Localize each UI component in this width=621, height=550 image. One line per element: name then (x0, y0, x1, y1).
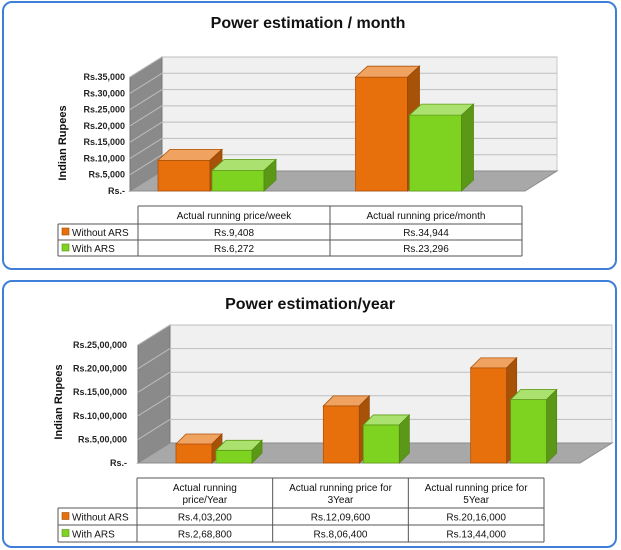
y-tick-label: Rs.25,00,000 (73, 340, 127, 350)
bar-side (546, 388, 558, 464)
bar-front (211, 170, 265, 192)
yearly-chart-panel: Power estimation/year Rs.- Rs.5,00,000 Rs.1… (2, 280, 617, 548)
y-tick-label: Rs.20,000 (83, 121, 125, 131)
data-label: Rs.9,408 (214, 228, 254, 239)
category-label: Actual running price for (425, 483, 529, 494)
category-label: 5Year (463, 495, 489, 506)
category-label: 3Year (328, 495, 354, 506)
side-wall (137, 324, 171, 464)
yearly-chart: Power estimation/year Rs.- Rs.5,00,000 Rs.1… (53, 296, 614, 543)
data-label: Rs.4,03,200 (178, 513, 232, 524)
y-tick-label: Rs.10,00,000 (73, 411, 127, 421)
bar-without-ars (322, 394, 371, 464)
bar-front (510, 399, 548, 464)
monthly-chart: Power estimation / month Rs.- Rs.5,000 Rs.1… (57, 15, 559, 257)
y-tick-label: Rs.20,00,000 (73, 364, 127, 374)
category-label: Actual running (173, 483, 237, 494)
y-tick-label: Rs.- (110, 458, 127, 468)
gridline-side (129, 121, 163, 143)
y-tick-label: Rs.15,000 (83, 137, 125, 147)
y-axis-label: Indian Rupees (53, 364, 65, 439)
legend-key (61, 512, 70, 520)
bar-side (263, 158, 277, 192)
bar-with-ars (509, 388, 558, 464)
y-tick-label: Rs.5,00,000 (78, 434, 127, 444)
bar-front (409, 114, 462, 192)
category-label: Actual running price/week (177, 211, 293, 222)
gridline-side (137, 324, 171, 346)
data-label: Rs.23,296 (403, 244, 449, 255)
y-tick-label: Rs.25,000 (83, 105, 125, 115)
bar-with-ars (408, 103, 475, 192)
data-label: Rs.13,44,000 (446, 530, 506, 541)
gridline-side (137, 395, 171, 417)
bar-front (322, 405, 360, 464)
data-label: Rs.8,06,400 (314, 530, 368, 541)
y-tick-label: Rs.15,00,000 (73, 387, 127, 397)
y-tick-label: Rs.30,000 (83, 88, 125, 98)
category-label: Actual running price for (289, 483, 393, 494)
bar-with-ars (362, 413, 411, 464)
legend-key (61, 227, 70, 236)
bar-front (215, 449, 253, 464)
chart-title: Power estimation / month (211, 15, 406, 32)
bar-front (470, 367, 508, 464)
bar-side (251, 439, 263, 464)
bar-front (355, 76, 408, 192)
bar-front (362, 424, 400, 464)
gridline-side (129, 56, 163, 78)
category-label: price/Year (182, 495, 227, 506)
bar-side (461, 103, 474, 192)
data-label: Rs.2,68,800 (178, 530, 232, 541)
y-tick-label: Rs.10,000 (83, 153, 125, 163)
gridline-side (137, 371, 171, 393)
data-label: Rs.12,09,600 (311, 513, 371, 524)
gridline-side (137, 348, 171, 370)
gridline-side (129, 154, 163, 176)
gridline-side (129, 72, 163, 94)
side-wall (129, 56, 163, 192)
data-label: Rs.6,272 (214, 244, 254, 255)
bar-without-ars (175, 433, 223, 464)
y-tick-label: Rs.35,000 (83, 72, 125, 82)
monthly-chart-panel: Power estimation / month Rs.- Rs.5,000 Rs.1… (2, 1, 617, 270)
series-name: Without ARS (72, 513, 129, 524)
legend-key (61, 243, 70, 252)
series-name: Without ARS (72, 228, 129, 239)
bar-front (175, 443, 213, 464)
gridline-side (129, 138, 163, 159)
y-tick-label: Rs.- (108, 186, 125, 196)
bar-with-ars (215, 439, 263, 464)
y-tick-label: Rs.5,000 (88, 170, 125, 180)
bar-without-ars (469, 356, 518, 464)
gridline-side (137, 418, 171, 440)
data-label: Rs.34,944 (403, 228, 449, 239)
gridline-side (129, 89, 163, 110)
series-name: With ARS (72, 530, 115, 541)
data-label: Rs.20,16,000 (446, 513, 506, 524)
gridline-side (129, 105, 163, 127)
y-axis-label: Indian Rupees (57, 105, 69, 180)
series-name: With ARS (72, 244, 115, 255)
category-label: Actual running price/month (367, 211, 486, 222)
legend-key (61, 529, 70, 537)
bar-with-ars (210, 158, 278, 192)
chart-title: Power estimation/year (225, 296, 395, 313)
bar-front (157, 159, 211, 192)
bar-side (398, 413, 410, 464)
